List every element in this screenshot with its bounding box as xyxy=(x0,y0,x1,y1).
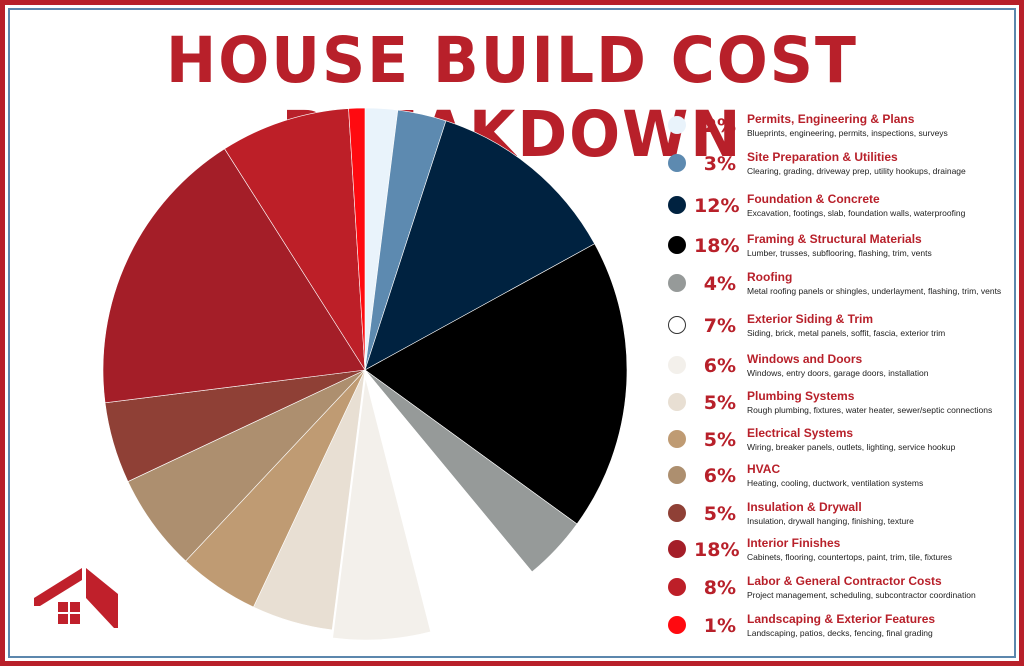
legend-percent: 1% xyxy=(703,615,736,637)
legend-label: Exterior Siding & Trim xyxy=(747,312,874,326)
legend-description: Project management, scheduling, subcontr… xyxy=(747,590,976,600)
legend-swatch xyxy=(668,466,686,484)
legend-item: 6% HVAC Heating, cooling, ductwork, ventil… xyxy=(660,462,1010,498)
legend-description: Blueprints, engineering, permits, inspec… xyxy=(747,128,948,138)
legend-percent: 3% xyxy=(703,153,736,175)
legend-swatch xyxy=(668,274,686,292)
legend-swatch xyxy=(668,504,686,522)
legend-percent: 18% xyxy=(694,235,740,257)
legend-percent: 4% xyxy=(703,273,736,295)
legend-percent: 6% xyxy=(703,355,736,377)
legend-label: Permits, Engineering & Plans xyxy=(747,112,915,126)
pie-slice-3 xyxy=(364,243,628,525)
legend-swatch xyxy=(668,356,686,374)
legend-description: Metal roofing panels or shingles, underl… xyxy=(747,286,1002,296)
legend-swatch xyxy=(668,540,686,558)
legend-percent: 5% xyxy=(703,429,736,451)
legend-description: Heating, cooling, ductwork, ventilation … xyxy=(747,478,924,488)
legend-swatch xyxy=(668,578,686,596)
pie-slice-2 xyxy=(364,120,595,371)
legend-description: Siding, brick, metal panels, soffit, fas… xyxy=(747,328,946,338)
legend-label: HVAC xyxy=(747,462,781,476)
house-logo-icon xyxy=(34,568,118,628)
legend-description: Insulation, drywall hanging, finishing, … xyxy=(747,516,914,526)
legend-item: 5% Plumbing Systems Rough plumbing, fixtur… xyxy=(660,389,1010,425)
legend-item: 1% Landscaping & Exterior Features Landsca… xyxy=(660,612,1010,648)
legend-swatch xyxy=(668,393,686,411)
legend-label: Roofing xyxy=(747,270,793,284)
legend-percent: 7% xyxy=(703,315,736,337)
legend-percent: 2% xyxy=(703,115,736,137)
legend-label: Plumbing Systems xyxy=(747,389,855,403)
legend-swatch xyxy=(668,236,686,254)
legend-percent: 5% xyxy=(703,392,736,414)
legend-label: Site Preparation & Utilities xyxy=(747,150,898,164)
pie-slice-13 xyxy=(348,107,366,371)
legend-description: Cabinets, flooring, countertops, paint, … xyxy=(747,552,953,562)
legend-item: 7% Exterior Siding & Trim Siding, brick, m… xyxy=(660,312,1010,348)
legend-item: 2% Permits, Engineering & Plans Blueprints… xyxy=(660,112,1010,148)
legend-item: 5% Electrical Systems Wiring, breaker pane… xyxy=(660,426,1010,462)
legend-label: Landscaping & Exterior Features xyxy=(747,612,936,626)
legend-description: Rough plumbing, fixtures, water heater, … xyxy=(747,405,993,415)
legend-item: 5% Insulation & Drywall Insulation, drywal… xyxy=(660,500,1010,536)
pie-slice-12 xyxy=(224,108,366,371)
legend-percent: 5% xyxy=(703,503,736,525)
legend-item: 18% Framing & Structural Materials Lumber,… xyxy=(660,232,1010,268)
legend-item: 18% Interior Finishes Cabinets, flooring, … xyxy=(660,536,1010,572)
legend-label: Insulation & Drywall xyxy=(747,500,862,514)
legend-percent: 18% xyxy=(694,539,740,561)
legend-swatch xyxy=(668,196,686,214)
legend-label: Windows and Doors xyxy=(747,352,863,366)
inner-frame xyxy=(8,8,1016,658)
legend-description: Windows, entry doors, garage doors, inst… xyxy=(747,368,929,378)
legend-item: 8% Labor & General Contractor Costs Projec… xyxy=(660,574,1010,610)
legend-swatch xyxy=(668,154,686,172)
legend-item: 3% Site Preparation & Utilities Clearing, … xyxy=(660,150,1010,186)
pie-slice-5 xyxy=(364,369,533,625)
legend-label: Electrical Systems xyxy=(747,426,854,440)
legend-percent: 12% xyxy=(694,195,740,217)
legend-item: 4% Roofing Metal roofing panels or shingle… xyxy=(660,270,1010,306)
legend-swatch xyxy=(668,116,686,134)
legend-description: Clearing, grading, driveway prep, utilit… xyxy=(747,166,966,176)
pie-slice-11 xyxy=(102,148,366,404)
legend-description: Lumber, trusses, subflooring, flashing, … xyxy=(747,248,932,258)
pie-slice-6 xyxy=(332,377,432,641)
legend-item: 12% Foundation & Concrete Excavation, foot… xyxy=(660,192,1010,228)
legend-percent: 6% xyxy=(703,465,736,487)
legend-description: Landscaping, patios, decks, fencing, fin… xyxy=(747,628,933,638)
legend-swatch xyxy=(668,430,686,448)
legend-label: Foundation & Concrete xyxy=(747,192,880,206)
legend-label: Framing & Structural Materials xyxy=(747,232,922,246)
legend-label: Labor & General Contractor Costs xyxy=(747,574,942,588)
legend-swatch xyxy=(668,316,686,334)
legend-label: Interior Finishes xyxy=(747,536,841,550)
legend-description: Excavation, footings, slab, foundation w… xyxy=(747,208,966,218)
legend-item: 6% Windows and Doors Windows, entry doors,… xyxy=(660,352,1010,388)
legend-swatch xyxy=(668,616,686,634)
legend-percent: 8% xyxy=(703,577,736,599)
legend-description: Wiring, breaker panels, outlets, lightin… xyxy=(747,442,956,452)
